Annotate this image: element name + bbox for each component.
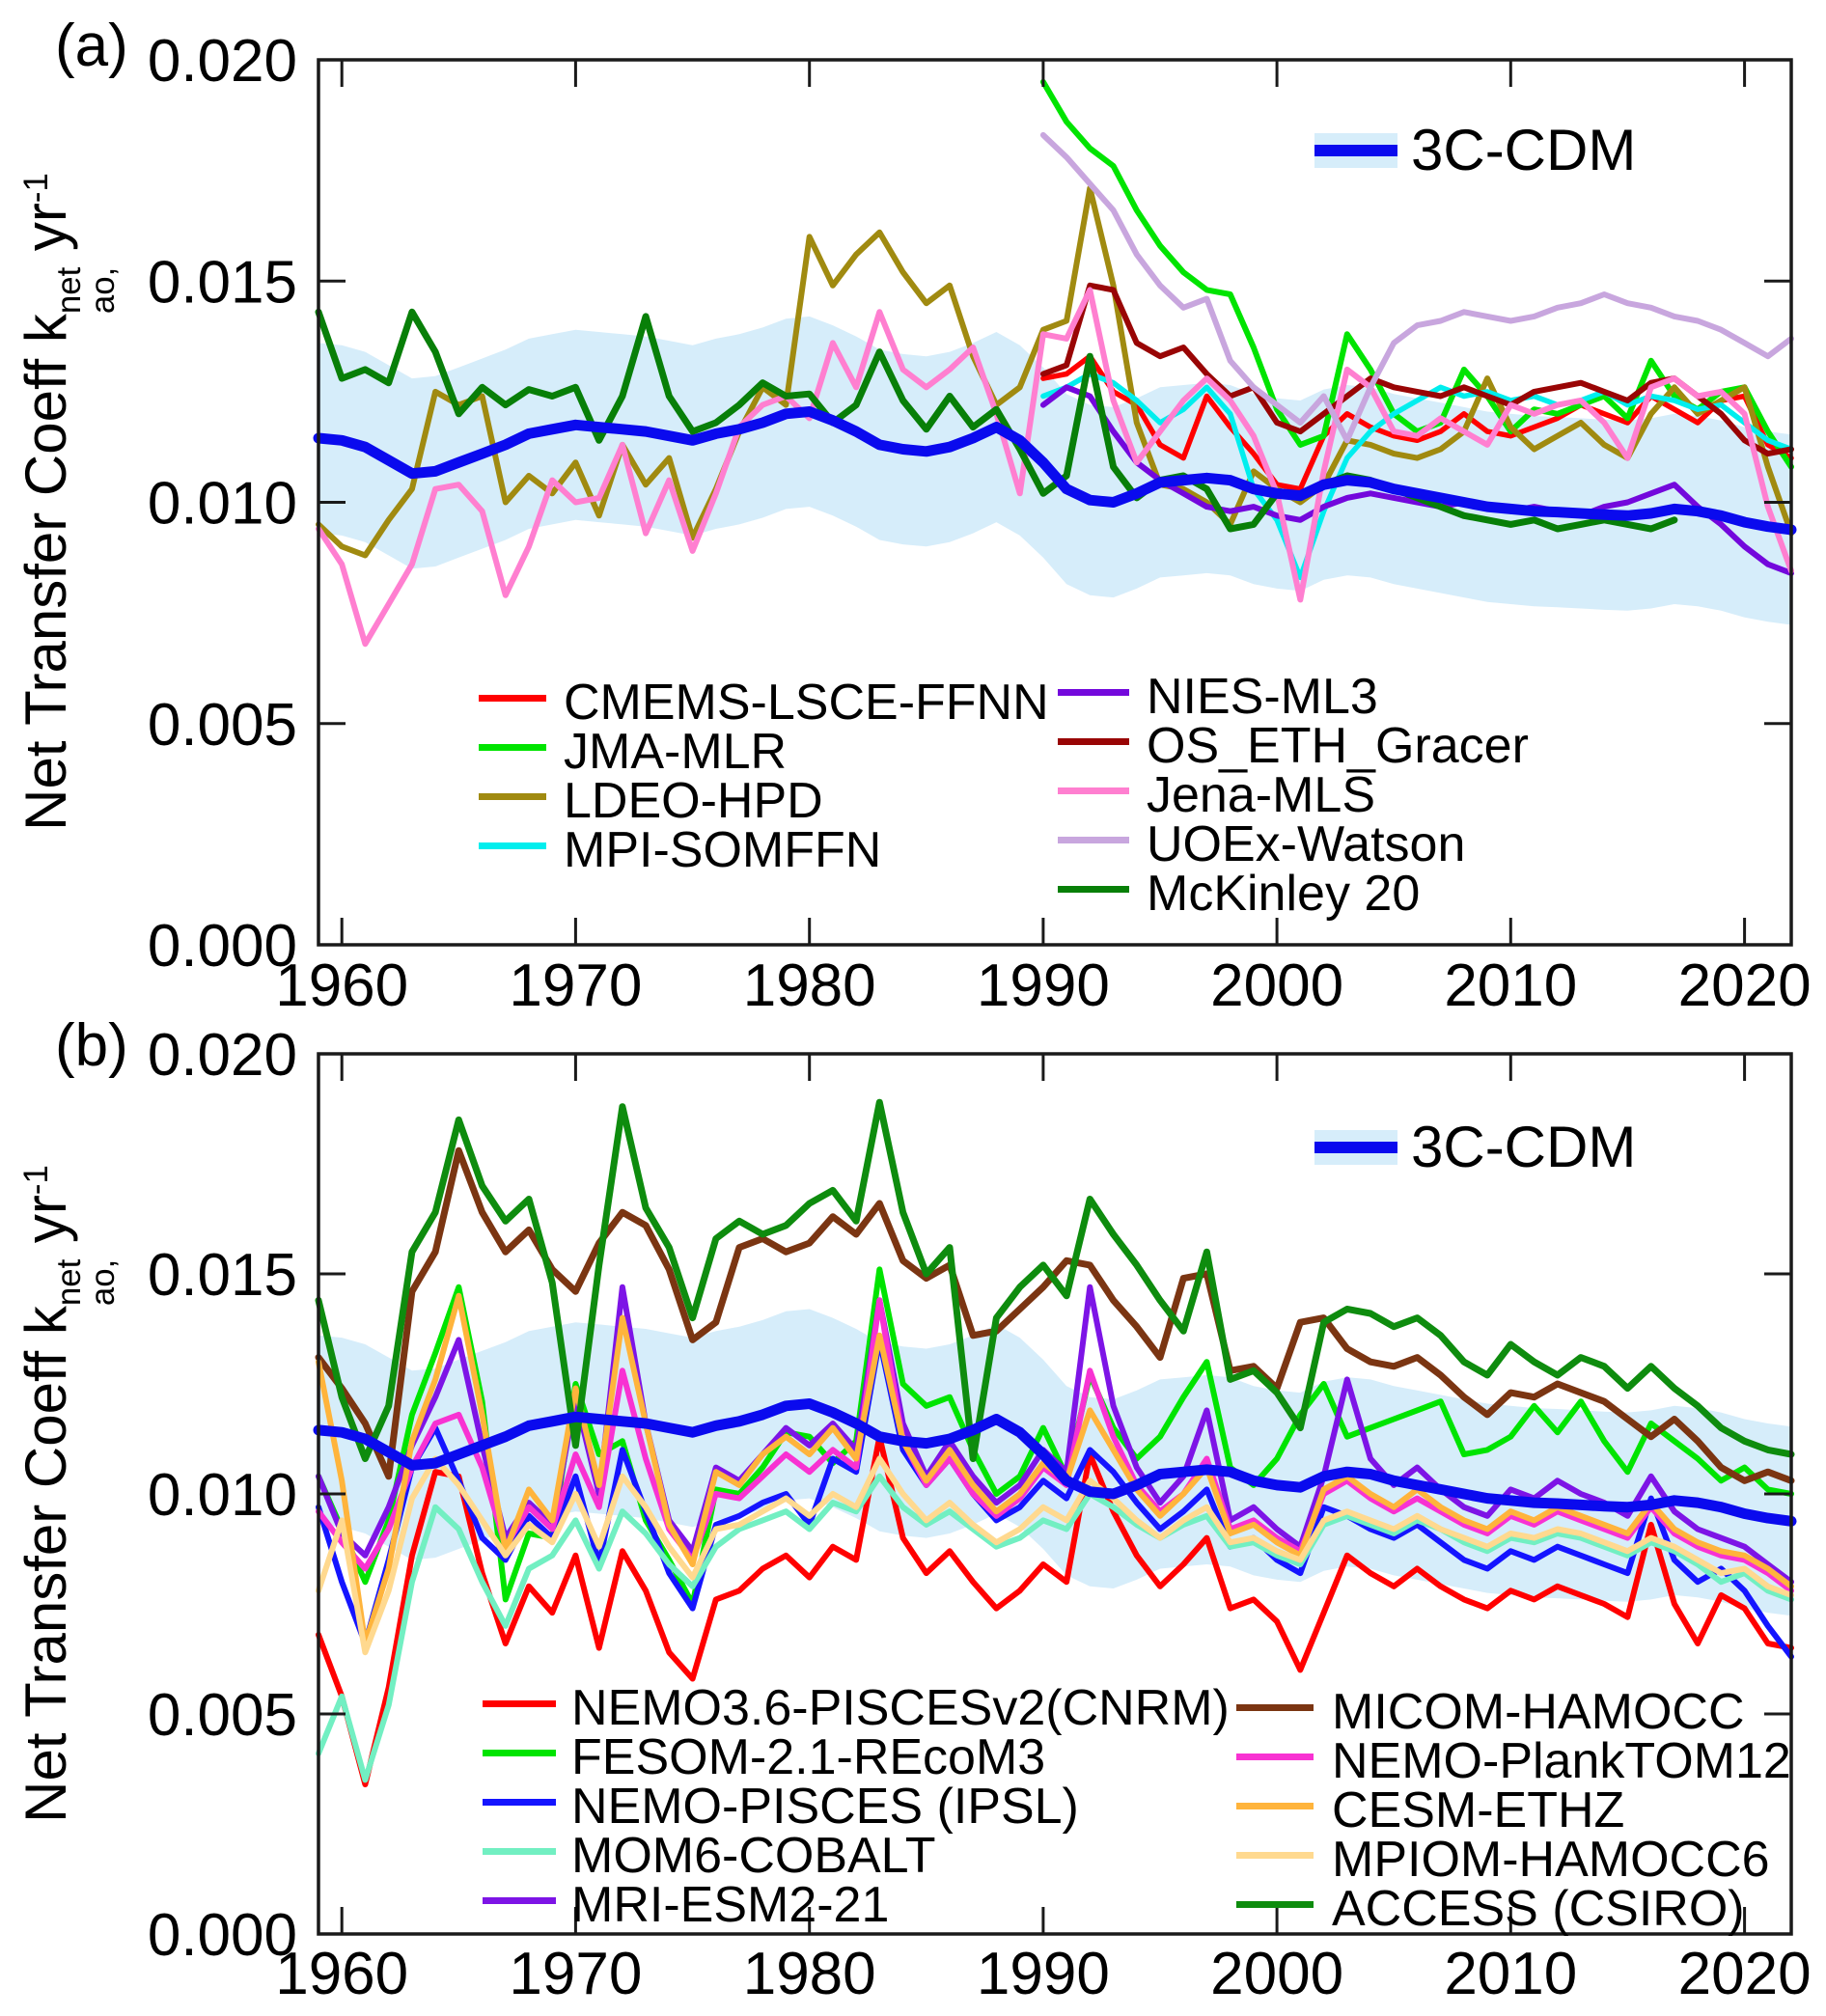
legend-swatch-OS_ETH_Gracer — [1058, 738, 1129, 745]
k-subsup: net ao, — [49, 266, 123, 315]
k-subsup: net ao, — [49, 1258, 123, 1307]
legend-label-NEMO-PISCES (IPSL): NEMO-PISCES (IPSL) — [571, 1779, 1079, 1835]
legend-label-MICOM-HAMOCC: MICOM-HAMOCC — [1332, 1684, 1745, 1740]
x-tick-label: 1960 — [275, 1941, 408, 2007]
panel-a-ylabel: Net Transfer Coeff k net ao, yr-1 — [14, 173, 123, 831]
series-line-LDEO-HPD — [316, 185, 1794, 559]
legend-swatch-McKinley 20 — [1058, 886, 1129, 893]
ylabel-prefix: Net Transfer Coeff k — [14, 314, 79, 831]
series-line-McKinley 20 — [315, 308, 1678, 533]
legend-swatch-LDEO-HPD — [479, 793, 546, 800]
legend-label-McKinley 20: McKinley 20 — [1147, 866, 1421, 922]
y-tick-label: 0.010 — [148, 471, 297, 538]
legend-label-UOEx-Watson: UOEx-Watson — [1147, 816, 1466, 872]
legend-label-Jena-MLS: Jena-MLS — [1147, 767, 1375, 823]
legend-swatch-JMA-MLR — [479, 744, 546, 751]
legend-swatch-MPI-SOMFFN — [479, 842, 546, 849]
legend-label-ACCESS (CSIRO): ACCESS (CSIRO) — [1332, 1881, 1745, 1937]
x-tick-label: 1970 — [509, 953, 642, 1019]
panel-a-letter: (a) — [55, 13, 128, 79]
legend-swatch-MPIOM-HAMOCC6 — [1236, 1852, 1314, 1859]
legend-swatch-MICOM-HAMOCC — [1236, 1704, 1314, 1711]
y-tick-label: 0.000 — [148, 1902, 297, 1969]
legend-label-FESOM-2.1-REcoM3: FESOM-2.1-REcoM3 — [571, 1729, 1046, 1785]
x-tick-label: 2010 — [1444, 953, 1577, 1019]
panel-b: 1960 1970 1980 1990 2000 2010 2020 0.000 0.005 0.… — [148, 1022, 1812, 2007]
legend-swatch-NIES-ML3 — [1058, 689, 1129, 696]
x-tick-label: 2010 — [1444, 1941, 1577, 2007]
legend-label-MPIOM-HAMOCC6: MPIOM-HAMOCC6 — [1332, 1832, 1770, 1888]
legend-swatch-CESM-ETHZ — [1236, 1803, 1314, 1809]
series-line-NEMO-PlankTOM12 — [316, 1297, 1794, 1594]
y-tick-label: 0.020 — [148, 1022, 297, 1089]
legend-label-OS_ETH_Gracer: OS_ETH_Gracer — [1147, 718, 1529, 774]
x-tick-label: 1990 — [977, 953, 1110, 1019]
legend-label-MRI-ESM2-21: MRI-ESM2-21 — [571, 1877, 890, 1933]
x-tick-label: 1980 — [743, 953, 876, 1019]
series-line-UOEx-Watson — [1039, 131, 1794, 444]
x-tick-label: 2000 — [1210, 953, 1343, 1019]
series-line-NEMO-PISCES (IPSL) — [316, 1337, 1794, 1660]
cdm-line-swatch-b — [1314, 1142, 1397, 1153]
legend-swatch-UOEx-Watson — [1058, 837, 1129, 843]
x-tick-label: 1970 — [509, 1941, 642, 2007]
panel-a: 1960 1970 1980 1990 2000 2010 2020 0.000 0.005 0.… — [148, 28, 1812, 1019]
y-tick-label: 0.000 — [148, 913, 297, 980]
y-tick-label: 0.005 — [148, 692, 297, 759]
panel-b-letter: (b) — [55, 1012, 128, 1079]
x-tick-label: 2020 — [1678, 1941, 1812, 2007]
y-tick-label: 0.020 — [148, 28, 297, 95]
legend-swatch-CMEMS-LSCE-FFNN — [479, 695, 546, 702]
series-line-MICOM-HAMOCC — [315, 1146, 1795, 1484]
series-line-ACCESS (CSIRO) — [315, 1098, 1795, 1462]
legend-swatch-MRI-ESM2-21 — [483, 1897, 556, 1904]
y-tick-label: 0.015 — [148, 1242, 297, 1309]
cdm-band-swatch-a — [1314, 133, 1397, 168]
legend-swatch-NEMO-PISCES (IPSL) — [483, 1799, 556, 1806]
y-tick-label: 0.015 — [148, 249, 297, 316]
legend-swatch-NEMO-PlankTOM12 — [1236, 1754, 1314, 1760]
legend-label-CMEMS-LSCE-FFNN: CMEMS-LSCE-FFNN — [564, 675, 1049, 731]
legend-label-JMA-MLR: JMA-MLR — [564, 724, 788, 780]
series-line-Jena-MLS — [316, 287, 1794, 648]
legend-swatch-Jena-MLS — [1058, 787, 1129, 794]
series-line-3C-CDM — [313, 406, 1797, 536]
x-tick-label: 2000 — [1210, 1941, 1343, 2007]
legend-label-LDEO-HPD: LDEO-HPD — [564, 773, 823, 829]
series-line-NEMO3.6-PISCESv2(CNRM) — [316, 1433, 1794, 1787]
legend-swatch-NEMO3.6-PISCESv2(CNRM) — [483, 1700, 556, 1707]
cdm-line-swatch-a — [1314, 145, 1397, 156]
legend-label-NEMO-PlankTOM12: NEMO-PlankTOM12 — [1332, 1733, 1791, 1789]
legend-swatch-MOM6-COBALT — [483, 1848, 556, 1855]
y-tick-label: 0.005 — [148, 1682, 297, 1749]
series-line-3C-CDM — [313, 1398, 1797, 1527]
cdm-band-swatch-b — [1314, 1130, 1397, 1165]
legend-label-MOM6-COBALT: MOM6-COBALT — [571, 1828, 936, 1884]
legend-swatch-ACCESS (CSIRO) — [1236, 1901, 1314, 1908]
series-line-MPIOM-HAMOCC6 — [316, 1455, 1794, 1656]
x-tick-label: 1960 — [275, 953, 408, 1019]
x-tick-label: 2020 — [1678, 953, 1812, 1019]
legend-label-NIES-ML3: NIES-ML3 — [1147, 669, 1378, 725]
legend-swatch-FESOM-2.1-REcoM3 — [483, 1750, 556, 1756]
legend-label-MPI-SOMFFN: MPI-SOMFFN — [564, 822, 882, 878]
ylabel-prefix: Net Transfer Coeff k — [14, 1306, 79, 1823]
y-tick-label: 0.010 — [148, 1462, 297, 1529]
x-tick-label: 1980 — [743, 1941, 876, 2007]
legend-label-NEMO3.6-PISCESv2(CNRM): NEMO3.6-PISCESv2(CNRM) — [571, 1680, 1230, 1736]
series-line-MOM6-COBALT — [316, 1473, 1794, 1783]
legend-label-CESM-ETHZ: CESM-ETHZ — [1332, 1782, 1625, 1838]
cdm-label-a: 3C-CDM — [1411, 118, 1637, 182]
x-tick-label: 1990 — [977, 1941, 1110, 2007]
series-line-CMEMS-LSCE-FFNN — [1040, 353, 1794, 492]
panel-b-ylabel: Net Transfer Coeff k net ao, yr-1 — [14, 1165, 123, 1823]
cdm-label-b: 3C-CDM — [1411, 1115, 1637, 1179]
